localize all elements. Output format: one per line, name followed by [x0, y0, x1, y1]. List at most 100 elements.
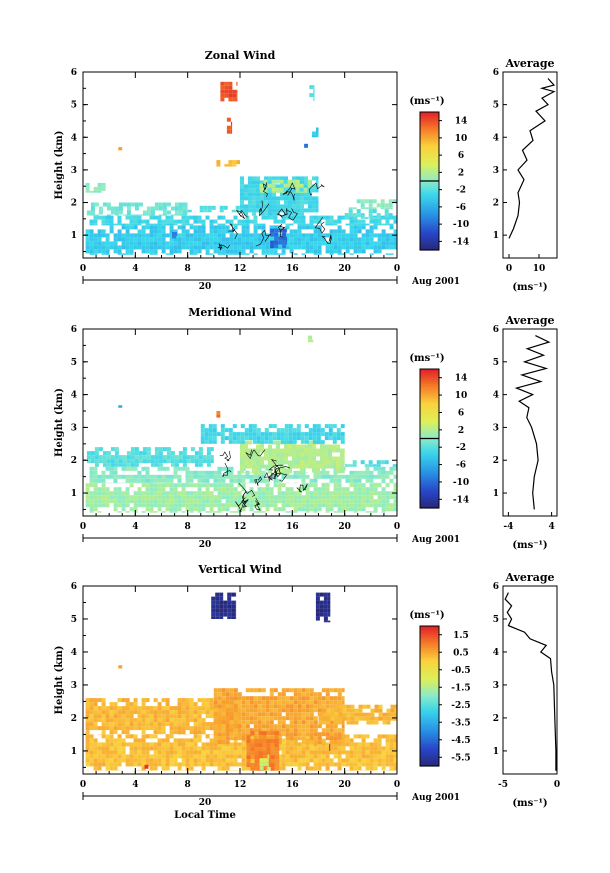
heatmap-cell	[370, 708, 375, 713]
heatmap-cell	[102, 455, 107, 460]
heatmap-cell	[177, 474, 182, 479]
heatmap-cell	[297, 233, 302, 238]
heatmap-cell	[165, 750, 170, 755]
heatmap-cell	[381, 487, 386, 492]
heatmap-cell	[121, 466, 126, 471]
heatmap-cell	[287, 183, 292, 188]
heatmap-cell	[201, 762, 206, 767]
heatmap-cell	[205, 706, 210, 711]
heatmap-cell	[126, 202, 131, 207]
heatmap-cell	[328, 464, 332, 469]
heatmap-cell	[216, 432, 221, 437]
heatmap-cell	[149, 507, 154, 512]
heatmap-cell	[158, 206, 163, 211]
heatmap-cell	[85, 499, 90, 504]
profile-x-tick-label: -4	[503, 522, 513, 532]
heatmap-cell	[86, 451, 91, 456]
heatmap-cell	[265, 700, 270, 705]
colorbar-swatch	[420, 451, 439, 455]
heatmap-cell	[269, 474, 274, 479]
heatmap-cell	[223, 205, 228, 210]
heatmap-cell	[368, 199, 373, 204]
heatmap-cell	[173, 507, 178, 512]
heatmap-cell	[273, 507, 278, 512]
heatmap-cell	[217, 720, 222, 725]
colorbar-swatch	[420, 215, 439, 219]
heatmap-cell	[161, 766, 166, 771]
heatmap-cell	[332, 424, 337, 429]
heatmap-cell	[137, 758, 142, 763]
heatmap-cell	[217, 724, 222, 729]
heatmap-cell	[185, 223, 190, 226]
heatmap-cell	[293, 491, 298, 496]
heatmap-cell	[252, 472, 256, 474]
heatmap-cell	[365, 758, 370, 763]
heatmap-cell	[161, 698, 166, 703]
heatmap-cell	[117, 718, 122, 723]
heatmap-cell	[253, 728, 258, 733]
contour-line	[276, 208, 288, 218]
heatmap-cell	[197, 478, 202, 483]
colorbar-swatch	[420, 691, 439, 695]
heatmap-cell	[231, 600, 236, 605]
heatmap-cell	[118, 405, 123, 408]
heatmap-cell	[141, 225, 146, 230]
heatmap-cell	[161, 245, 166, 250]
heatmap-cell	[324, 436, 329, 441]
heatmap-cell	[226, 129, 231, 134]
heatmap-cell	[317, 758, 322, 763]
heatmap-cell	[233, 754, 238, 759]
heatmap-cell	[333, 696, 338, 701]
heatmap-cell	[353, 487, 358, 492]
heatmap-cell	[305, 724, 310, 729]
heatmap-cell	[385, 253, 390, 255]
heatmap-cell	[102, 202, 107, 207]
heatmap-cell	[325, 724, 330, 729]
heatmap-cell	[336, 432, 341, 437]
profile-y-tick-label: 3	[493, 166, 499, 176]
heatmap-cell	[114, 459, 119, 464]
y-tick-label: 4	[71, 391, 77, 401]
heatmap-cell	[297, 507, 302, 512]
heatmap-cell	[193, 491, 198, 496]
heatmap-cell	[233, 696, 238, 701]
heatmap-cell	[177, 742, 182, 747]
heatmap-cell	[296, 176, 300, 181]
heatmap-cell	[305, 740, 310, 745]
heatmap-cell	[297, 503, 302, 508]
heatmap-cell	[373, 241, 378, 246]
heatmap-cell	[325, 215, 330, 220]
heatmap-cell	[200, 424, 205, 429]
heatmap-cell	[341, 487, 346, 492]
heatmap-cell	[285, 487, 290, 492]
heatmap-cell	[269, 720, 274, 725]
colorbar-swatch	[420, 654, 439, 658]
heatmap-cell	[133, 758, 138, 763]
heatmap-cell	[329, 748, 331, 751]
contour-line	[228, 223, 238, 240]
heatmap-cell	[272, 196, 276, 201]
heatmap-cell	[241, 478, 246, 483]
heatmap-cell	[270, 763, 275, 768]
heatmap-cell	[153, 474, 158, 479]
heatmap-cell	[285, 708, 290, 713]
heatmap-cell	[235, 612, 237, 617]
heatmap-cell	[281, 495, 286, 500]
heatmap-cell	[333, 503, 338, 508]
heatmap-cell	[90, 202, 95, 207]
heatmap-cell	[161, 718, 166, 723]
heatmap-cell	[157, 483, 162, 488]
heatmap-cell	[321, 241, 326, 246]
heatmap-cell	[109, 750, 114, 755]
heatmap-cell	[313, 483, 318, 488]
heatmap-cell	[197, 738, 202, 743]
heatmap-cell	[353, 762, 358, 767]
heatmap-cell	[305, 491, 310, 496]
heatmap-cell	[177, 746, 182, 751]
heatmap-cell	[209, 702, 214, 707]
heatmap-cell	[117, 503, 122, 508]
heatmap-cell	[231, 592, 236, 597]
heatmap-cell	[309, 732, 314, 737]
heatmap-cell	[393, 762, 397, 767]
heatmap-cell	[145, 746, 150, 751]
